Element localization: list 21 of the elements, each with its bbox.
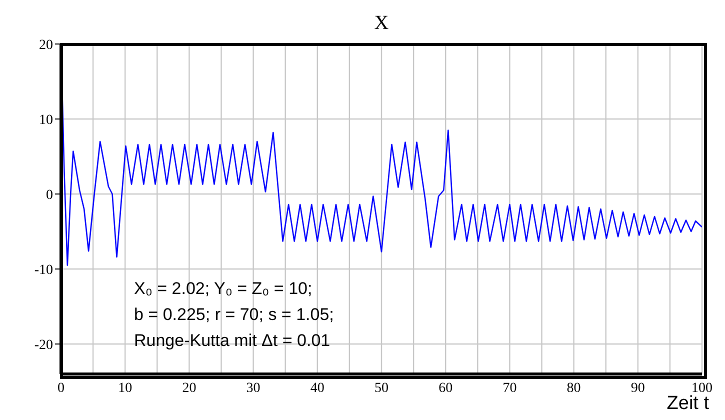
y-tick-label: 0 xyxy=(46,188,53,203)
y-tick-label: 10 xyxy=(39,112,53,128)
x-tick-label: 60 xyxy=(438,380,453,396)
x-tick-label: 50 xyxy=(374,380,388,396)
x-tick-label: 100 xyxy=(692,380,712,396)
annotation: Runge-Kutta mit Δt = 0.01 xyxy=(134,330,332,352)
annotation: b = 0.225; r = 70; s = 1.05; xyxy=(134,304,334,326)
y-tick-label: 20 xyxy=(39,38,53,53)
x-tick-label: 70 xyxy=(502,380,517,396)
x-tick-label: 40 xyxy=(310,380,324,396)
x-tick-label: 30 xyxy=(246,380,260,396)
x-tick-label: 80 xyxy=(566,380,581,396)
x-tick-label: 90 xyxy=(630,380,645,396)
x-tick-label: 20 xyxy=(182,380,196,396)
annotation: X₀ = 2.02; Y₀ = Z₀ = 10; xyxy=(134,278,314,300)
chart-title: X xyxy=(373,12,390,35)
y-tick-label: -10 xyxy=(34,262,53,278)
y-tick-label: -20 xyxy=(34,338,53,353)
x-tick-label: 0 xyxy=(58,380,64,396)
x-tick-label: 10 xyxy=(118,380,132,396)
x-axis-title: Zeit t xyxy=(666,393,709,415)
